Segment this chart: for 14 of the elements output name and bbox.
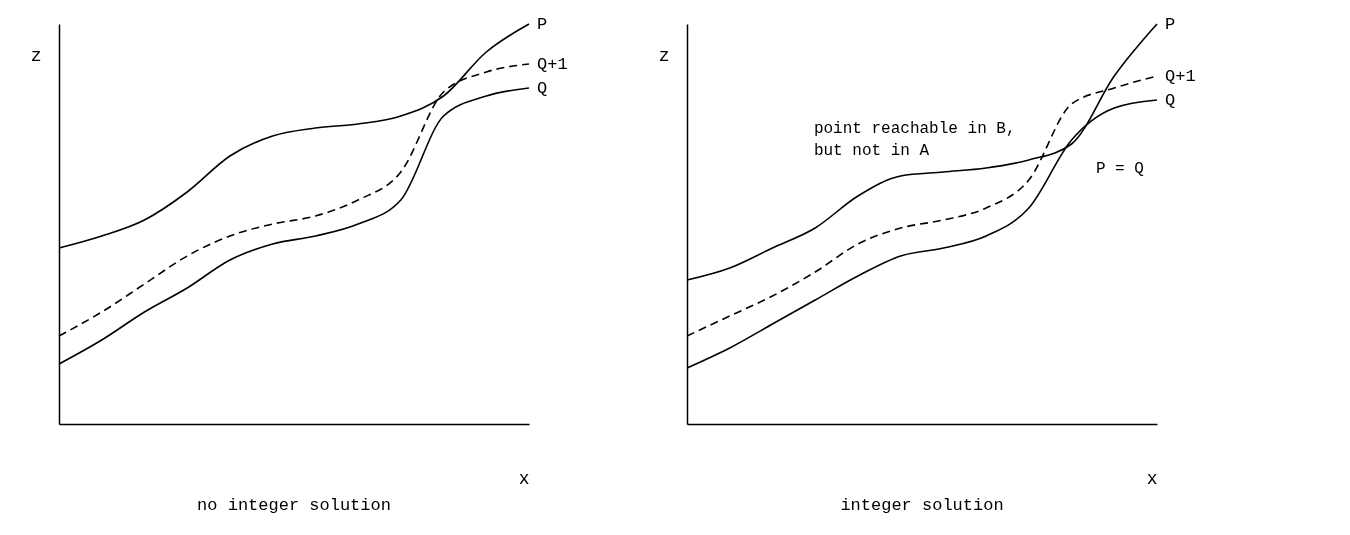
series-label: Q <box>1165 91 1176 110</box>
annotation: P = Q <box>1095 160 1144 178</box>
y-axis-title: z <box>30 45 42 66</box>
series-label: P <box>1165 15 1176 34</box>
x-axis-title: x <box>1146 468 1158 489</box>
series-label: P <box>537 15 548 34</box>
series-label: Q+1 <box>537 55 568 74</box>
text: integer solution <box>840 496 1004 515</box>
y-axis-title: z <box>658 45 670 66</box>
text: no integer solution <box>197 496 391 515</box>
series-label: Q <box>537 79 548 98</box>
annotation: point reachable in B, but not in A <box>813 120 1016 160</box>
series-label: Q+1 <box>1165 67 1196 86</box>
x-axis-title: x <box>518 468 530 489</box>
